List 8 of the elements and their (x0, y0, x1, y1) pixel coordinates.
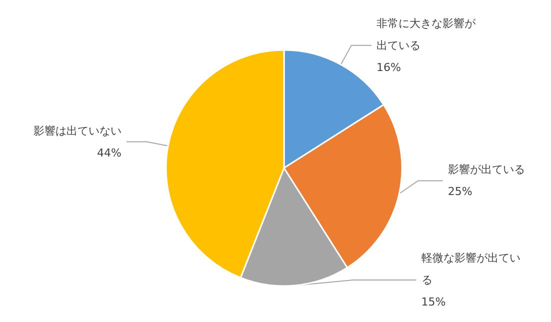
slice-label: 影響は出ていない (33, 124, 122, 138)
slice-label: 非常に大きな影響が出ている (376, 16, 476, 52)
data-label: 25% (448, 185, 472, 198)
slice-label: 軽微な影響が出ている (421, 252, 520, 286)
data-label: 15% (421, 296, 446, 308)
data-label: 44% (97, 146, 122, 160)
slice-label: 影響が出ている (448, 163, 525, 176)
data-label: 16% (376, 60, 401, 74)
